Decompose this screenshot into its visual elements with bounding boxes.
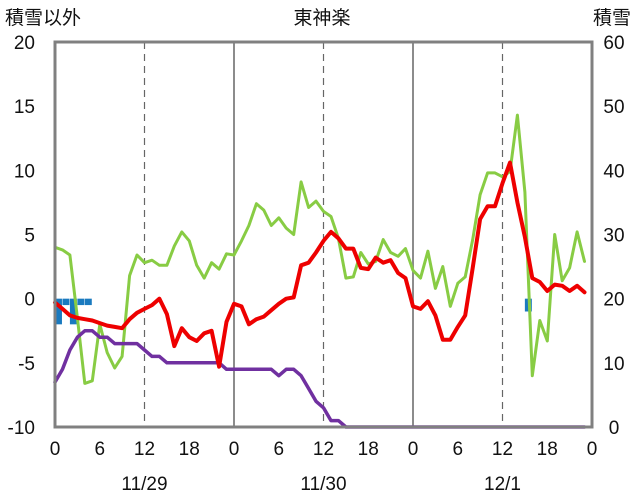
left-y-tick-label: 0 bbox=[24, 290, 35, 311]
precipitation-bar bbox=[84, 298, 92, 306]
grid-lines bbox=[143, 42, 504, 427]
dewpoint-line bbox=[53, 113, 586, 385]
left-y-tick-label: 10 bbox=[14, 161, 35, 182]
x-ticks: 0 6 12 18 0 6 12 18 0 6 12 18 0 bbox=[50, 439, 598, 460]
precipitation-bar bbox=[55, 298, 62, 325]
right-y-tick-label: 0 bbox=[609, 418, 620, 439]
left-y-tick-label: 15 bbox=[14, 97, 35, 118]
left-y-tick-label: 20 bbox=[14, 33, 35, 54]
date-label: 12/1 bbox=[484, 474, 521, 495]
x-tick-label: 6 bbox=[273, 439, 284, 460]
plot-frame bbox=[53, 40, 594, 429]
x-tick-label: 6 bbox=[94, 439, 105, 460]
x-tick-label: 0 bbox=[408, 439, 419, 460]
left-y-tick-label: -5 bbox=[18, 354, 35, 375]
x-tick-label: 18 bbox=[179, 439, 200, 460]
right-axis-title: 積雪 bbox=[593, 7, 631, 29]
x-tick-label: 0 bbox=[50, 439, 61, 460]
left-y-tick-label: 5 bbox=[24, 226, 35, 247]
series-lines bbox=[53, 113, 587, 429]
right-y-tick-label: 60 bbox=[603, 33, 624, 54]
precipitation-bar bbox=[77, 298, 85, 306]
x-tick-label: 12 bbox=[492, 439, 513, 460]
date-label: 11/29 bbox=[121, 474, 167, 495]
x-tick-label: 0 bbox=[229, 439, 240, 460]
right-y-tick-label: 50 bbox=[603, 97, 624, 118]
x-tick-label: 18 bbox=[537, 439, 558, 460]
right-y-tick-label: 40 bbox=[603, 161, 624, 182]
x-tick-label: 12 bbox=[313, 439, 334, 460]
x-tick-label: 12 bbox=[134, 439, 155, 460]
date-labels: 11/29 11/30 12/1 bbox=[121, 474, 521, 495]
left-y-ticks: 20 15 10 5 0 -5 -10 bbox=[8, 33, 35, 439]
snow-depth-line bbox=[53, 329, 587, 429]
precipitation-bar bbox=[69, 298, 77, 325]
right-y-tick-label: 10 bbox=[603, 354, 624, 375]
chart-title: 東神楽 bbox=[293, 7, 350, 29]
temperature-line bbox=[53, 160, 587, 369]
right-y-tick-label: 30 bbox=[603, 226, 624, 247]
x-tick-label: 6 bbox=[452, 439, 463, 460]
precipitation-bar bbox=[62, 298, 70, 306]
right-y-tick-label: 20 bbox=[603, 290, 624, 311]
right-y-ticks: 60 50 40 30 20 10 0 bbox=[603, 33, 624, 439]
left-y-tick-label: -10 bbox=[8, 418, 35, 439]
date-label: 11/30 bbox=[300, 474, 346, 495]
x-tick-label: 18 bbox=[358, 439, 379, 460]
left-axis-title: 積雪以外 bbox=[5, 7, 81, 29]
x-tick-label: 0 bbox=[587, 439, 598, 460]
